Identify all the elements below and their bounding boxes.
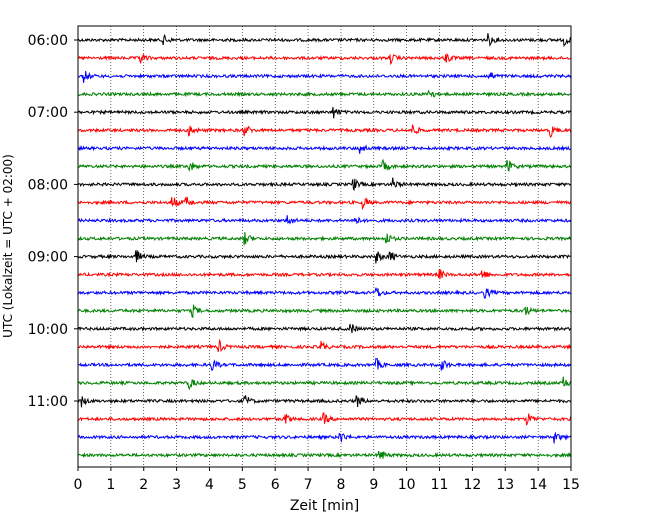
x-tick-label: 8 bbox=[336, 477, 345, 493]
x-axis: 0 1 2 3 4 5 6 7 8 9 10 11 12 13 14 15 bbox=[74, 467, 580, 493]
trace-row-1000 bbox=[77, 323, 572, 334]
trace-row-0715 bbox=[77, 124, 572, 139]
x-tick-label: 14 bbox=[529, 477, 547, 493]
trace-row-1045 bbox=[77, 376, 572, 391]
trace-row-0945 bbox=[78, 304, 572, 319]
x-tick-label: 9 bbox=[369, 477, 378, 493]
x-tick-label: 15 bbox=[562, 477, 580, 493]
trace-row-1100 bbox=[77, 394, 572, 408]
x-tick-label: 4 bbox=[205, 477, 214, 493]
x-tick-label: 6 bbox=[271, 477, 280, 493]
trace-row-0645 bbox=[77, 89, 572, 98]
x-axis-label: Zeit [min] bbox=[290, 498, 359, 514]
x-tick-label: 10 bbox=[398, 477, 416, 493]
trace-row-0615 bbox=[78, 53, 572, 66]
trace-row-1145 bbox=[77, 451, 572, 459]
trace-row-0915 bbox=[77, 269, 572, 280]
x-tick-label: 12 bbox=[463, 477, 481, 493]
trace-row-0815 bbox=[77, 196, 572, 211]
y-tick-label: 11:00 bbox=[28, 394, 68, 410]
y-axis-label: UTC (Lokalzeit = UTC + 02:00) bbox=[1, 154, 15, 338]
trace-row-0830 bbox=[77, 215, 572, 225]
x-tick-label: 2 bbox=[139, 477, 148, 493]
trace-row-0600 bbox=[77, 33, 572, 48]
trace-row-1015 bbox=[77, 338, 572, 353]
trace-row-0630 bbox=[77, 70, 572, 83]
x-tick-label: 13 bbox=[496, 477, 514, 493]
trace-row-0700 bbox=[77, 106, 572, 119]
x-tick-label: 3 bbox=[172, 477, 181, 493]
trace-row-0845 bbox=[77, 231, 572, 246]
trace-row-1115 bbox=[77, 412, 572, 426]
trace-row-1030 bbox=[77, 357, 572, 371]
trace-row-0930 bbox=[77, 287, 572, 299]
y-tick-label: 07:00 bbox=[28, 105, 68, 121]
y-tick-label: 10:00 bbox=[28, 322, 68, 338]
seismic-traces bbox=[77, 33, 572, 459]
x-tick-label: 7 bbox=[304, 477, 313, 493]
x-tick-label: 0 bbox=[74, 477, 83, 493]
x-tick-label: 5 bbox=[238, 477, 247, 493]
y-axis: 06:00 07:00 08:00 09:00 10:00 11:00 bbox=[28, 33, 78, 410]
trace-row-1130 bbox=[77, 431, 572, 444]
y-tick-label: 06:00 bbox=[28, 33, 68, 49]
plot-area bbox=[77, 25, 572, 468]
y-tick-label: 09:00 bbox=[28, 250, 68, 266]
x-tick-label: 1 bbox=[106, 477, 115, 493]
trace-row-0730 bbox=[77, 144, 572, 154]
y-tick-label: 08:00 bbox=[28, 177, 68, 193]
x-tick-label: 11 bbox=[431, 477, 449, 493]
trace-row-0745 bbox=[77, 158, 571, 172]
trace-row-0800 bbox=[77, 177, 572, 192]
trace-row-0900 bbox=[77, 250, 572, 264]
